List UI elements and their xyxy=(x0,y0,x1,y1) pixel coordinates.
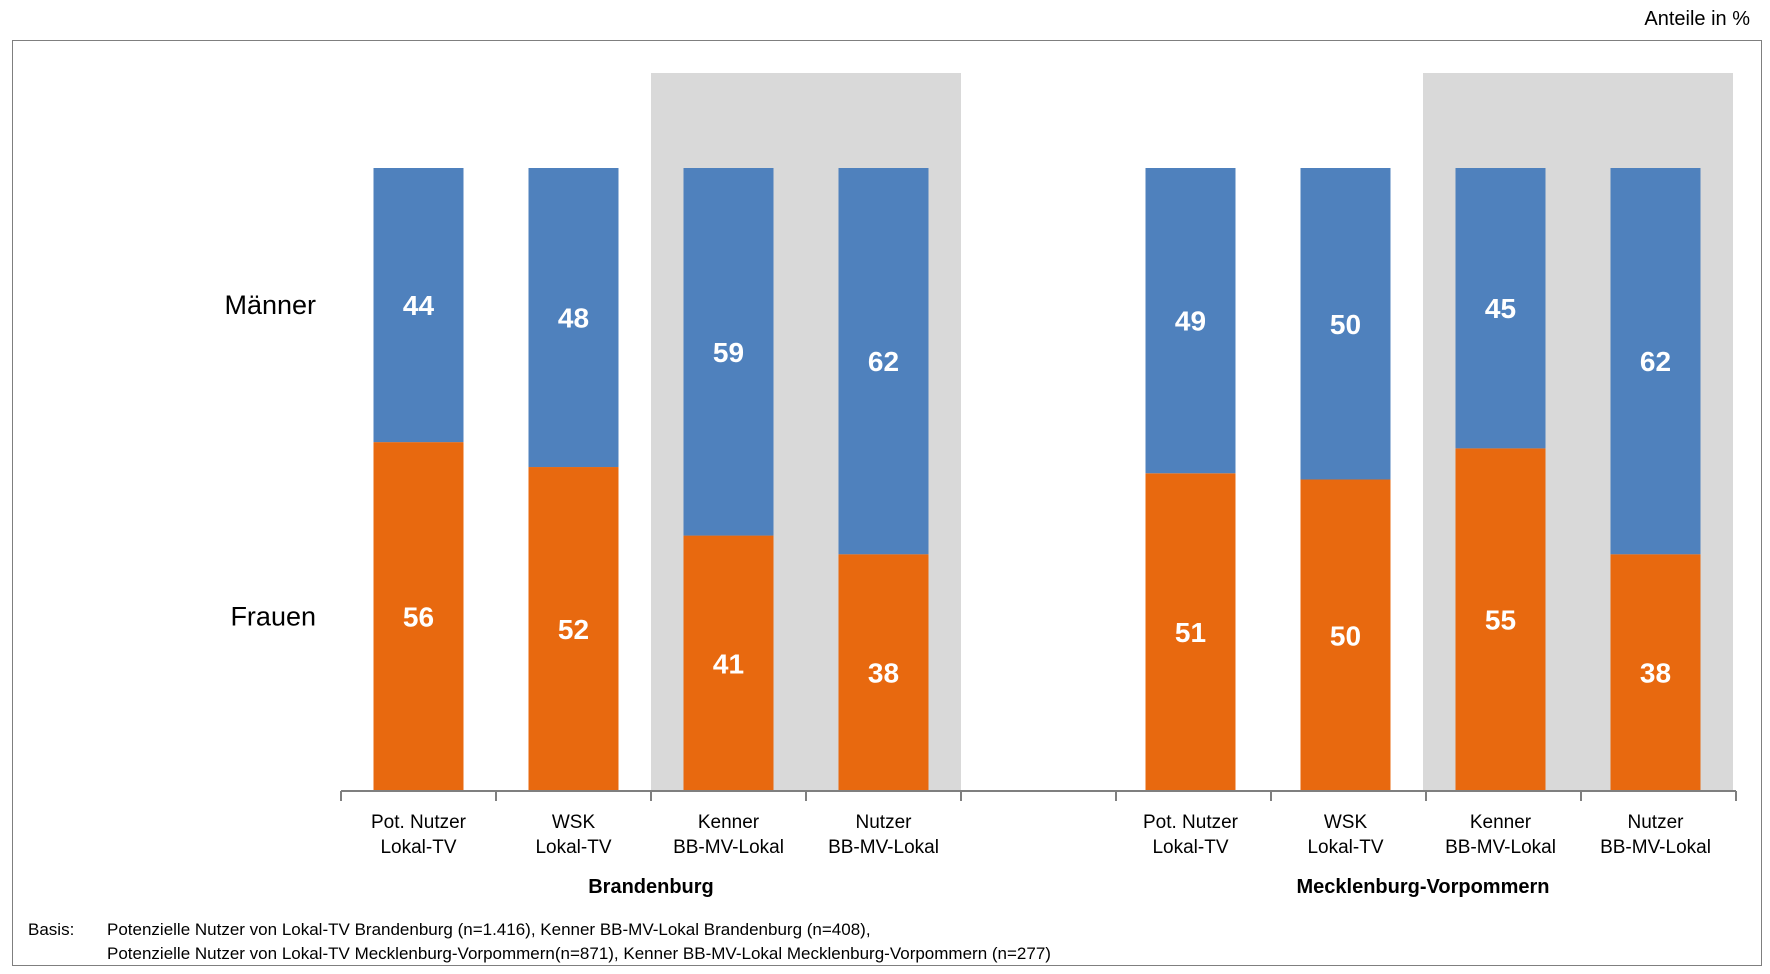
category-label-line2: Lokal-TV xyxy=(1152,837,1228,858)
stacked-bar-chart: 56 44 Pot. Nutzer Lokal-TV 52 48 WSK Lokal-TV 41… xyxy=(224,73,1737,898)
data-label-maenner: 50 xyxy=(1330,309,1361,340)
bar-maenner xyxy=(373,168,464,443)
data-label-frauen: 41 xyxy=(713,648,744,679)
category-label-line1: Nutzer xyxy=(856,812,913,833)
data-label-frauen: 52 xyxy=(558,614,589,645)
category-label-line2: Lokal-TV xyxy=(535,837,611,858)
data-label-maenner: 62 xyxy=(868,346,899,377)
bar-maenner xyxy=(1610,168,1701,555)
category-label-line1: Nutzer xyxy=(1628,812,1685,833)
data-label-maenner: 59 xyxy=(713,337,744,368)
basis-label: Basis: xyxy=(28,920,75,939)
category-label-line2: BB-MV-Lokal xyxy=(1445,837,1556,858)
data-label-frauen: 51 xyxy=(1175,617,1206,648)
data-label-frauen: 50 xyxy=(1330,620,1361,651)
data-label-maenner: 49 xyxy=(1175,306,1206,337)
bar-maenner xyxy=(1300,168,1391,480)
category-label-line1: WSK xyxy=(552,812,596,833)
data-label-maenner: 45 xyxy=(1485,293,1516,324)
basis-text-line-2: Potenzielle Nutzer von Lokal-TV Mecklenb… xyxy=(107,944,1051,963)
category-label-line1: Kenner xyxy=(1470,812,1532,833)
bar-maenner xyxy=(1145,168,1236,474)
series-label-maenner: Männer xyxy=(224,290,316,320)
bar-frauen xyxy=(1610,554,1701,791)
series-label-frauen: Frauen xyxy=(230,602,316,632)
category-label-line1: WSK xyxy=(1324,812,1368,833)
category-label-line1: Pot. Nutzer xyxy=(371,812,467,833)
data-label-frauen: 38 xyxy=(868,658,899,689)
data-label-frauen: 38 xyxy=(1640,658,1671,689)
category-label-line2: BB-MV-Lokal xyxy=(1600,837,1711,858)
bar-frauen xyxy=(838,554,929,791)
category-label-line2: Lokal-TV xyxy=(1307,837,1383,858)
bar-frauen xyxy=(1145,473,1236,791)
group-label: Brandenburg xyxy=(588,876,714,898)
bar-maenner xyxy=(838,168,929,555)
category-label-line1: Kenner xyxy=(698,812,760,833)
bar-maenner xyxy=(683,168,774,536)
data-label-maenner: 44 xyxy=(403,290,435,321)
data-label-frauen: 55 xyxy=(1485,605,1516,636)
category-label-line2: BB-MV-Lokal xyxy=(673,837,784,858)
bar-frauen xyxy=(1300,479,1391,791)
category-label-line2: BB-MV-Lokal xyxy=(828,837,939,858)
data-label-maenner: 48 xyxy=(558,303,589,334)
data-label-frauen: 56 xyxy=(403,602,434,633)
data-label-maenner: 62 xyxy=(1640,346,1671,377)
bar-frauen xyxy=(528,467,619,791)
basis-text-line-1: Potenzielle Nutzer von Lokal-TV Brandenb… xyxy=(107,920,871,939)
chart-frame: 56 44 Pot. Nutzer Lokal-TV 52 48 WSK Lokal-TV 41… xyxy=(12,40,1762,966)
bar-maenner xyxy=(528,168,619,468)
bar-frauen xyxy=(373,442,464,791)
category-label-line2: Lokal-TV xyxy=(380,837,456,858)
bar-maenner xyxy=(1455,168,1546,449)
group-label: Mecklenburg-Vorpommern xyxy=(1297,876,1550,898)
bar-frauen xyxy=(683,535,774,791)
category-label-line1: Pot. Nutzer xyxy=(1143,812,1239,833)
bar-frauen xyxy=(1455,448,1546,791)
units-note: Anteile in % xyxy=(1644,8,1750,30)
